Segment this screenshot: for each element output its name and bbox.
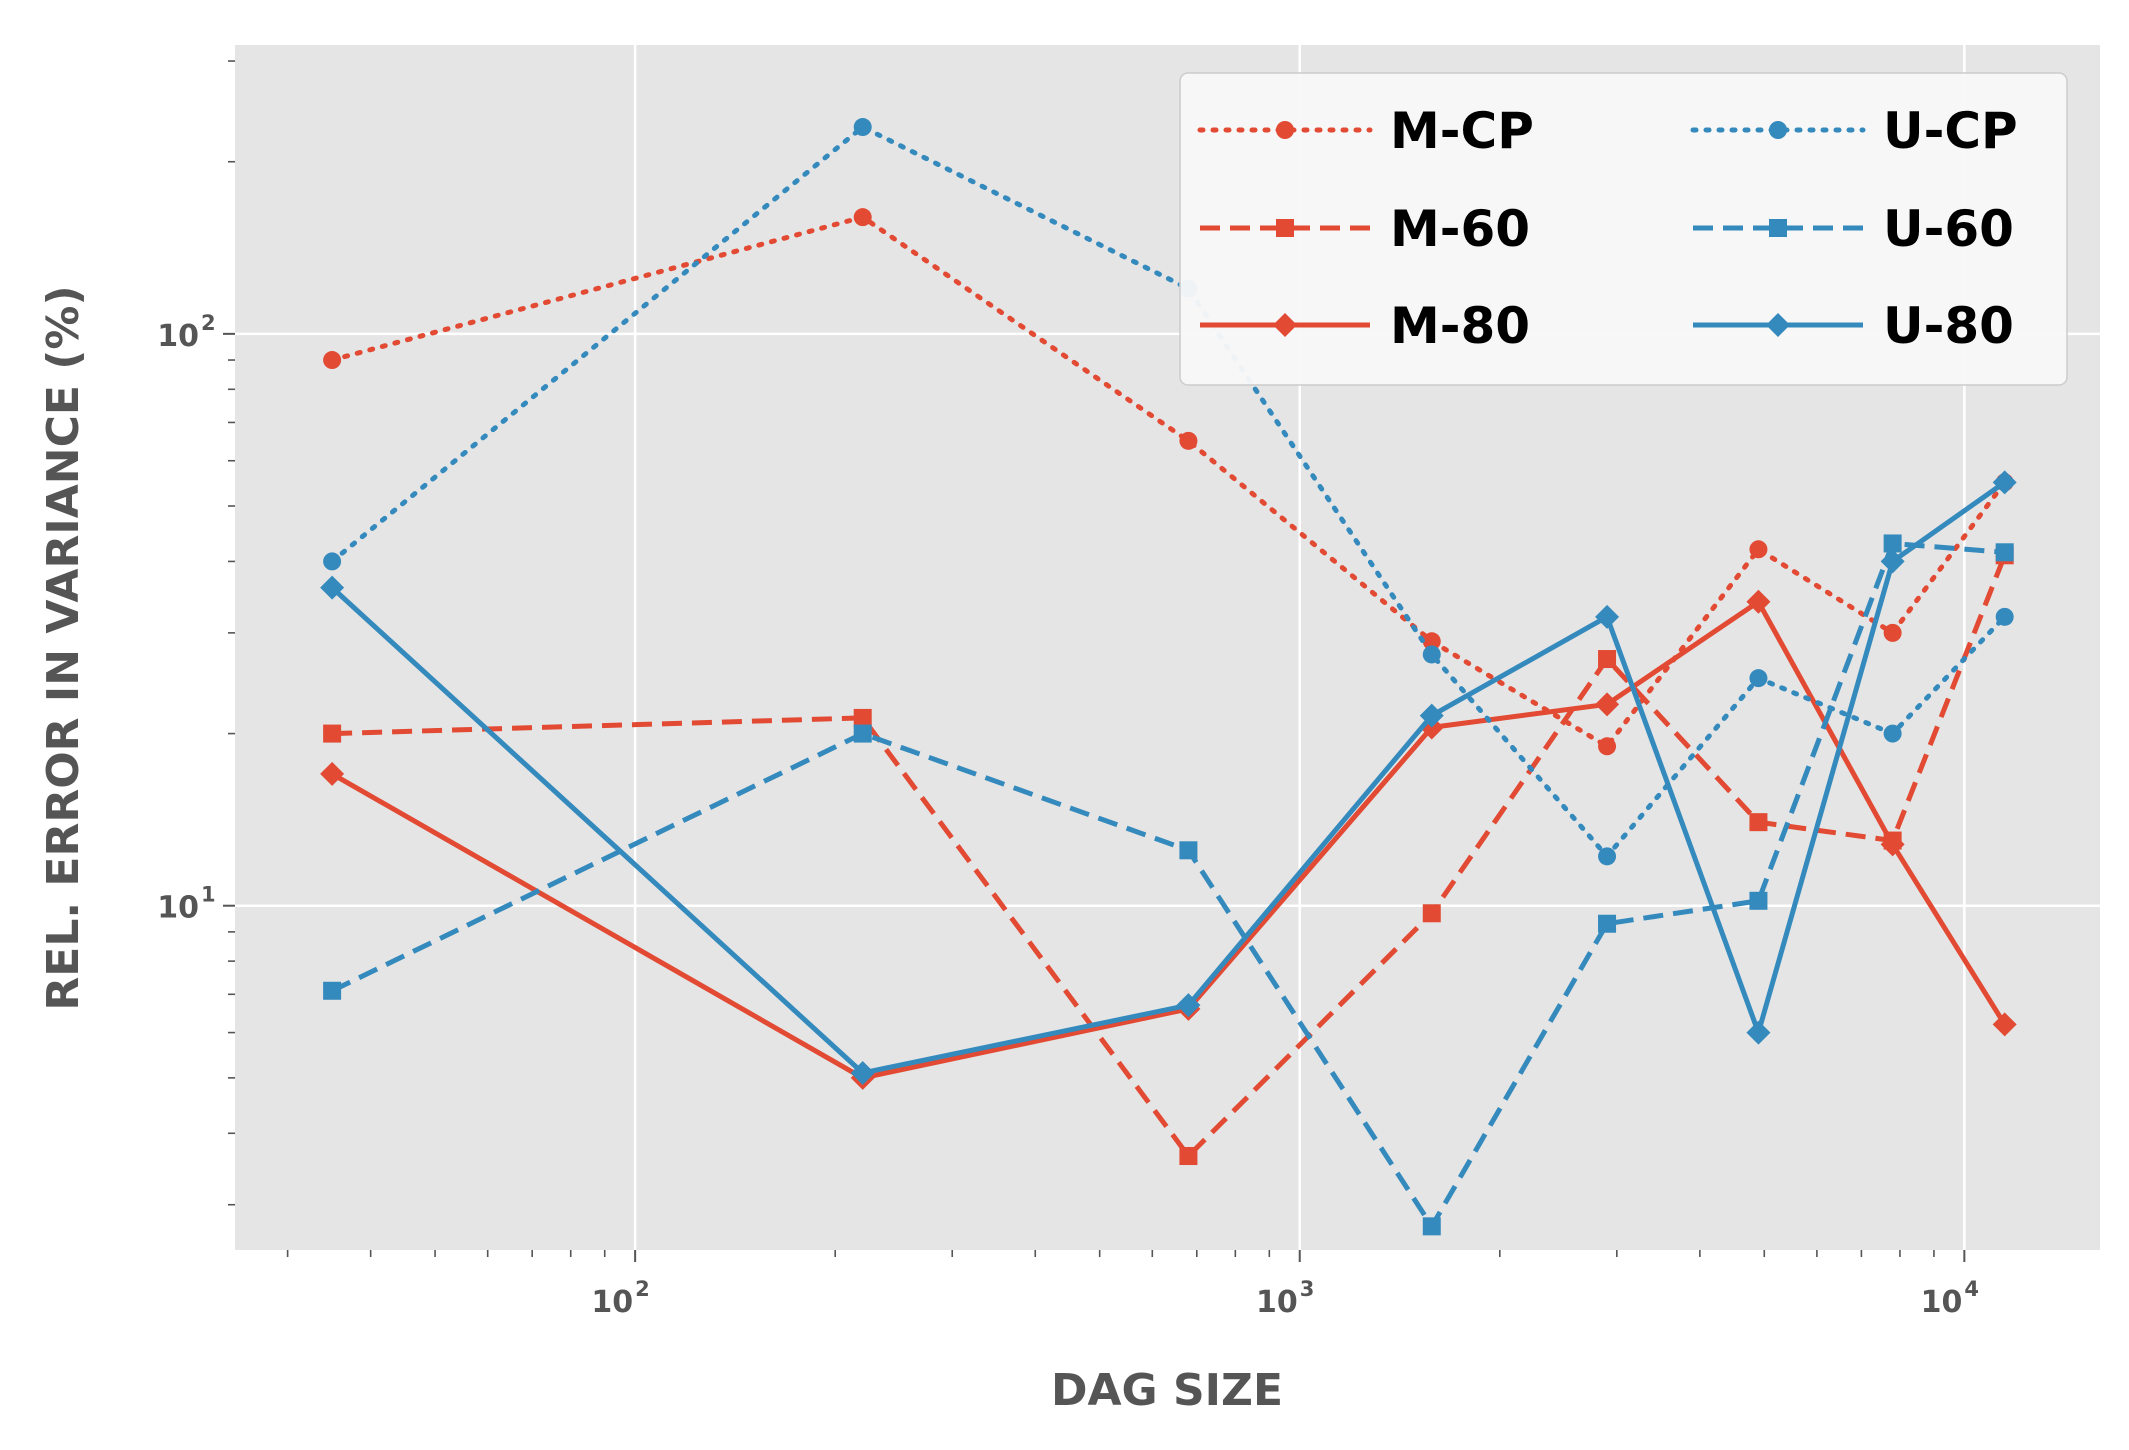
- data-point: [1422, 632, 1441, 651]
- data-point: [1880, 549, 1905, 574]
- data-point: [1749, 891, 1768, 910]
- data-point: [1749, 540, 1768, 559]
- x-tick-label: 10 2: [591, 1277, 649, 1320]
- legend-item-m-80: M-80: [1200, 297, 1530, 355]
- legend-label: M-CP: [1390, 102, 1534, 160]
- legend-label: M-80: [1390, 297, 1530, 355]
- data-point: [853, 118, 872, 137]
- data-point: [1749, 669, 1768, 688]
- legend-marker: [1769, 219, 1787, 237]
- x-tick-base: 10: [1921, 1285, 1963, 1320]
- data-point: [320, 575, 345, 600]
- x-tick-base: 10: [1256, 1285, 1298, 1320]
- data-point: [1598, 737, 1617, 756]
- series-u-80: [320, 470, 2017, 1085]
- x-axis-label: DAG SIZE: [1051, 1365, 1283, 1416]
- legend-label: M-60: [1390, 200, 1530, 258]
- x-tick-exponent: 2: [635, 1277, 650, 1301]
- legend-label: U-60: [1883, 200, 2014, 258]
- legend-item-u-cp: U-CP: [1690, 102, 2018, 160]
- y-tick-label: 10 2: [157, 311, 215, 354]
- legend-label: U-80: [1883, 297, 2014, 355]
- data-point: [1995, 607, 2014, 626]
- data-point: [1995, 543, 2014, 562]
- legend-marker: [1769, 121, 1787, 139]
- y-tick-label: 10 1: [157, 883, 215, 926]
- data-point: [1992, 470, 2017, 495]
- y-axis-label: REL. ERROR IN VARIANCE (%): [38, 285, 89, 1010]
- data-point: [1422, 1217, 1441, 1236]
- data-point: [1598, 914, 1617, 933]
- x-tick-exponent: 3: [1300, 1277, 1315, 1301]
- legend-item-u-80: U-80: [1693, 297, 2014, 355]
- series-line: [330, 599, 2007, 1081]
- data-point: [1419, 703, 1444, 728]
- data-point: [1422, 645, 1441, 664]
- data-point: [1746, 1020, 1771, 1045]
- data-point: [1422, 904, 1441, 923]
- data-point: [323, 351, 342, 370]
- legend-item-m-cp: M-CP: [1197, 102, 1534, 160]
- data-series: [320, 118, 2017, 1236]
- legend-item-m-60: M-60: [1200, 200, 1530, 258]
- data-point: [1880, 832, 1905, 857]
- data-point: [323, 552, 342, 571]
- data-point: [323, 724, 342, 743]
- data-point: [1176, 993, 1201, 1018]
- legend-box: [1179, 72, 2068, 386]
- legend-marker: [1766, 313, 1790, 337]
- series-line: [332, 554, 2008, 1159]
- data-point: [1883, 534, 1902, 553]
- legend-item-u-60: U-60: [1693, 200, 2014, 258]
- legend-marker: [1273, 313, 1297, 337]
- legend-label: U-CP: [1883, 102, 2018, 160]
- y-tick-base: 10: [157, 891, 199, 926]
- data-point: [853, 208, 872, 227]
- x-tick-base: 10: [591, 1285, 633, 1320]
- series-line: [330, 480, 2007, 1076]
- legend: M-CP M-60 M-80 U-CP U-60 U-80: [1179, 72, 2068, 386]
- data-point: [853, 708, 872, 727]
- x-tick-label: 10 3: [1256, 1277, 1314, 1320]
- data-point: [323, 981, 342, 1000]
- y-tick-exponent: 1: [201, 883, 216, 907]
- series-line: [331, 541, 2005, 1229]
- data-point: [1595, 692, 1620, 717]
- legend-marker: [1276, 219, 1294, 237]
- data-point: [1746, 589, 1771, 614]
- data-point: [1179, 841, 1198, 860]
- data-point: [1749, 813, 1768, 832]
- legend-marker: [1276, 121, 1294, 139]
- data-point: [1179, 431, 1198, 450]
- axis-ticks: 10 2 10 3 10 410 110 2: [157, 60, 1979, 1320]
- y-tick-exponent: 2: [201, 311, 216, 335]
- data-point: [1883, 724, 1902, 743]
- data-point: [1595, 604, 1620, 629]
- data-point: [1598, 650, 1617, 669]
- series-u-60: [323, 534, 2014, 1236]
- data-point: [320, 761, 345, 786]
- data-point: [1598, 847, 1617, 866]
- data-point: [1179, 1147, 1198, 1166]
- data-point: [1883, 623, 1902, 642]
- x-tick-exponent: 4: [1964, 1277, 1979, 1301]
- data-point: [853, 724, 872, 743]
- y-tick-base: 10: [157, 319, 199, 354]
- series-line: [329, 214, 2008, 749]
- series-line: [329, 124, 2008, 859]
- data-point: [1992, 1012, 2017, 1037]
- x-tick-label: 10 4: [1921, 1277, 1979, 1320]
- data-point: [850, 1060, 875, 1085]
